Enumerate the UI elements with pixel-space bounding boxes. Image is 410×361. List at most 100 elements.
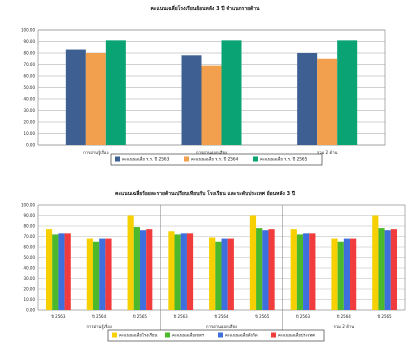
chart-2-category-label: ปี 2565 [254,314,269,319]
chart-1-bar [201,65,222,145]
chart-2-legend-label: คะแนนเฉลี่ยสังกัด [225,332,258,338]
chart-2-bar [268,229,275,310]
chart-2-bar [378,228,385,310]
chart-2-legend-label: คะแนนเฉลี่ยประเทศ [278,332,315,338]
chart-2-bar [372,215,379,310]
chart-1-y-tick-label: 80.00 [24,50,36,55]
chart-1-bar [85,53,106,145]
chart-2-bar [256,228,263,310]
chart-2-y-tick-label: 60.00 [24,244,36,249]
chart-2-bar [337,241,344,310]
chart-2-bar [146,229,153,310]
chart-2-bar [390,229,398,310]
chart-1-category-label: รวม 2 ด้าน [317,150,338,155]
chart-1-legend-swatch [253,156,258,162]
chart-1-y-tick-label: 70.00 [24,62,36,67]
chart-1-legend [110,153,323,166]
chart-2-category-label: ปี 2565 [132,314,147,319]
chart-2-bar [331,238,338,310]
chart-1-bar [317,58,338,145]
chart-2-bar [127,215,134,310]
chart-1-y-tick-label: 20.00 [24,119,36,124]
chart-1-legend-swatch [184,156,189,162]
chart-2-legend-label: คะแนนเฉลี่ยโรงเรียน [119,332,157,338]
chart-2-y-tick-label: 50.00 [24,255,36,260]
chart-2-y-tick-label: 10.00 [24,297,36,302]
chart-1-bar [181,55,202,145]
chart-1-y-tick-label: 90.00 [24,39,36,44]
chart-1-y-tick-label: 100.00 [21,27,35,32]
chart-2-y-tick-label: 100.00 [21,202,35,207]
chart-2-y-tick-label: 40.00 [24,265,36,270]
chart-1-bar [297,53,318,145]
chart-2-bar [45,229,53,310]
chart-2-bar [296,234,304,310]
chart-2-bar [174,234,181,310]
chart-2-bar [343,238,351,310]
chart-1-legend-label: คะแนนเฉลี่ย ร.ร. ปี 2565 [260,156,308,162]
chart-2-y-tick-label: 80.00 [24,223,36,228]
chart-2-svg: คะแนนเฉลี่ยร้อยละรายด้านเปรียบเทียบกับ โ… [21,189,406,342]
chart-2-category-label: ปี 2563 [173,314,188,319]
chart-2-bar [227,238,234,310]
chart-2-category-label: ปี 2563 [51,314,66,319]
chart-2-bar [52,234,59,310]
chart-2-bar [290,229,297,310]
chart-1-y-tick-label: 40.00 [24,96,36,101]
chart-2-bar [249,215,257,310]
chart-2-category-label: ปี 2564 [336,314,351,319]
chart-1-y-tick-label: 60.00 [24,73,36,78]
chart-2-bar [86,238,93,310]
chart-1-bar [221,40,242,145]
chart-2-y-tick-label: 30.00 [24,276,36,281]
chart-1-category-label: การอ่านรู้เรื่อง [83,149,108,156]
chart-1-title: คะแนนเฉลี่ยโรงเรียนย้อนหลัง 3 ปี จำแนกรา… [150,4,260,12]
chart-2-bar [180,233,187,310]
chart-2-legend-swatch [218,332,223,338]
chart-1-bar [105,40,126,145]
chart-2-legend-swatch [165,332,170,338]
chart-2-title: คะแนนเฉลี่ยร้อยละรายด้านเปรียบเทียบกับ โ… [115,189,295,197]
chart-1-legend-label: คะแนนเฉลี่ย ร.ร. ปี 2563 [122,156,170,162]
chart-2-legend-swatch [271,332,276,338]
chart-2-category-label: ปี 2564 [91,314,106,319]
chart-2-bar [209,237,216,310]
chart-2-bar [262,230,269,310]
chart-2-category-label: ปี 2564 [214,314,229,319]
chart-2-bar [350,238,357,310]
chart-2-bar [186,233,194,310]
chart-2-bar [64,233,71,310]
chart-1-category-label: การอ่านออกเสียง [196,150,227,155]
chart-2-legend-swatch [112,332,117,338]
chart-2-bar [384,230,391,310]
chart-2-y-tick-label: 90.00 [24,213,36,218]
chart-2-bar [215,241,222,310]
chart-1-y-tick-label: 30.00 [24,108,36,113]
chart-1-y-tick-label: 0.00 [26,142,35,147]
chart-2-group-label: การอ่านออกเสียง [206,324,237,329]
chart-2-bar [105,238,112,310]
chart-2-group-label: รวม 2 ด้าน [334,324,355,329]
chart-2-bar [133,227,140,310]
chart-1-legend-swatch [115,156,120,162]
chart-2-bar [303,233,310,310]
chart-2-bar [221,238,228,310]
chart-2-legend [107,329,325,342]
chart-2-bar [168,231,175,310]
chart-1-y-tick-label: 10.00 [24,131,36,136]
chart-1-y-tick-label: 50.00 [24,85,36,90]
chart-2-bar [58,233,65,310]
chart-2-y-tick-label: 70.00 [24,234,36,239]
chart-1-bar [65,49,86,145]
chart-2-y-tick-label: 20.00 [24,286,36,291]
chart-2-y-tick-label: 0.00 [26,307,35,312]
chart-2-bar [139,230,147,310]
chart-2-legend-label: คะแนนเฉลี่ยเขตฯ [172,332,205,338]
chart-2-category-label: ปี 2565 [377,314,392,319]
chart-2-bar [99,238,106,310]
chart-2-group-label: การอ่านรู้เรื่อง [86,323,111,330]
chart-2-bar [92,241,100,310]
chart-2-category-label: ปี 2563 [295,314,310,319]
chart-1-bar [337,40,358,145]
